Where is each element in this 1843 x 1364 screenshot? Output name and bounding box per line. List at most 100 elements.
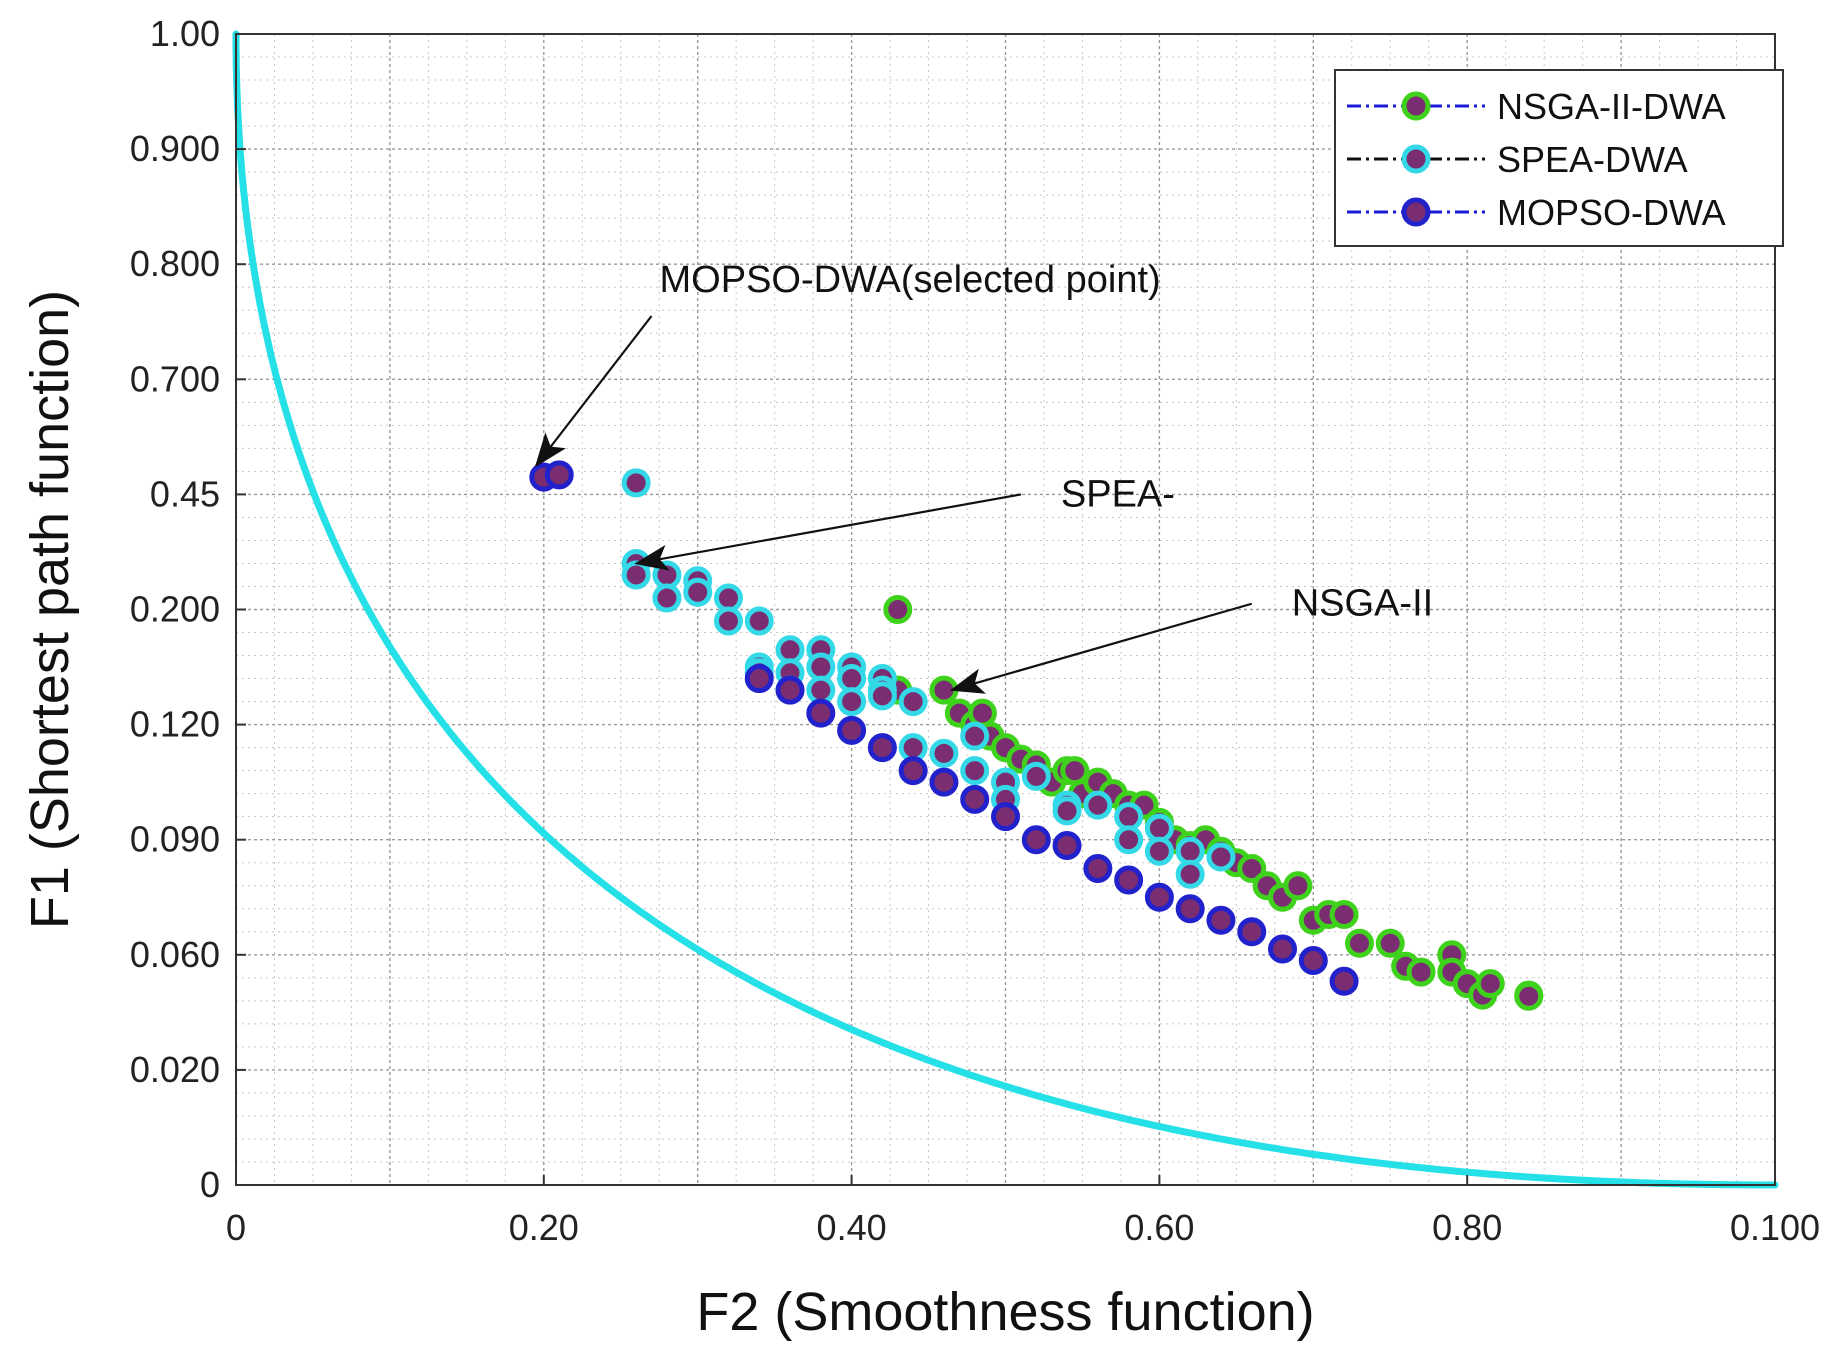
x-tick-label: 0.60 bbox=[1124, 1207, 1194, 1248]
legend-entry-nsga-ii-dwa: NSGA-II-DWA bbox=[1347, 86, 1726, 127]
spea-dwa-point bbox=[1144, 836, 1174, 866]
mopso-dwa-point bbox=[806, 698, 836, 728]
mopso-dwa-point bbox=[960, 784, 990, 814]
x-axis-ticks: 0 0.20 0.40 0.60 0.80 0.100 bbox=[226, 1175, 1820, 1248]
nsga-ii-dwa-point bbox=[883, 595, 913, 624]
pareto-reference-curve bbox=[232, 30, 1779, 1189]
legend-entry-mopso-dwa: MOPSO-DWA bbox=[1347, 192, 1726, 233]
pareto-front-dot bbox=[251, 268, 258, 275]
legend-label: MOPSO-DWA bbox=[1497, 192, 1726, 233]
legend-label: NSGA-II-DWA bbox=[1497, 86, 1726, 127]
y-tick-label: 0.090 bbox=[130, 819, 220, 860]
nsga-ii-dwa-point bbox=[1475, 969, 1505, 999]
pareto-front-dot bbox=[289, 428, 296, 435]
y-tick-label: 0.800 bbox=[130, 243, 220, 284]
annotation-label: MOPSO-DWA(selected point) bbox=[660, 259, 1161, 301]
nsga-ii-dwa-point bbox=[1283, 871, 1313, 901]
pareto-front-dot bbox=[265, 341, 272, 348]
mopso-dwa-point bbox=[867, 733, 897, 763]
nsga-ii-dwa-point bbox=[1406, 957, 1436, 987]
spea-dwa-point bbox=[652, 583, 682, 613]
pareto-front-dot bbox=[278, 394, 285, 401]
mopso-dwa-point bbox=[1298, 946, 1328, 976]
legend: NSGA-II-DWA SPEA-DWA MOPSO-DWA bbox=[1334, 69, 1784, 247]
pareto-front-dot bbox=[241, 192, 248, 199]
y-tick-label: 1.00 bbox=[150, 13, 220, 54]
nsga-ii-dwa-point bbox=[1237, 853, 1267, 883]
pareto-front-dot bbox=[239, 172, 246, 179]
mopso-dwa-point bbox=[1114, 865, 1144, 895]
annotation-label: SPEA- bbox=[1061, 473, 1175, 515]
mopso-dwa-point bbox=[744, 664, 774, 694]
pareto-front-dot bbox=[248, 249, 255, 256]
pareto-front-line bbox=[232, 30, 1779, 1189]
nsga-ii-dwa-point bbox=[1329, 900, 1359, 930]
mopso-dwa-point bbox=[929, 767, 959, 797]
pareto-front-dot bbox=[261, 323, 268, 330]
spea-dwa-point bbox=[775, 635, 805, 665]
spea-dwa-point bbox=[960, 756, 990, 786]
legend-label: SPEA-DWA bbox=[1497, 139, 1688, 180]
mopso-dwa-point bbox=[1206, 905, 1236, 935]
spea-dwa-point bbox=[806, 652, 836, 682]
mopso-dwa-point bbox=[544, 460, 574, 490]
pareto-front-dot bbox=[254, 286, 261, 293]
x-tick-label: 0.40 bbox=[817, 1207, 887, 1248]
annotation-arrow bbox=[634, 493, 1022, 571]
pareto-front-dot bbox=[245, 230, 252, 237]
spea-dwa-point bbox=[960, 721, 990, 751]
y-tick-label: 0.700 bbox=[130, 358, 220, 399]
y-tick-label: 0.020 bbox=[130, 1049, 220, 1090]
legend-marker-sample bbox=[1401, 144, 1431, 174]
x-tick-label: 0.100 bbox=[1730, 1207, 1820, 1248]
spea-dwa-point bbox=[1175, 859, 1205, 889]
mopso-dwa-point bbox=[1329, 966, 1359, 996]
spea-dwa-point bbox=[652, 560, 682, 590]
pareto-front-dot bbox=[243, 211, 250, 218]
mopso-dwa-point bbox=[1144, 882, 1174, 912]
y-tick-label: 0.200 bbox=[130, 589, 220, 630]
spea-dwa-series bbox=[621, 468, 1236, 889]
pareto-front-dot bbox=[283, 411, 290, 418]
spea-dwa-point bbox=[1175, 836, 1205, 866]
spea-dwa-point bbox=[621, 468, 651, 498]
annotation-arrow bbox=[949, 602, 1253, 694]
spea-dwa-point bbox=[806, 675, 836, 705]
mopso-dwa-series bbox=[529, 460, 1359, 996]
y-axis-title: F1 (Shortest path function) bbox=[20, 290, 80, 929]
nsga-ii-dwa-point bbox=[1375, 928, 1405, 958]
annotation-arrow bbox=[534, 315, 653, 468]
pareto-front-dot bbox=[236, 133, 243, 140]
x-tick-label: 0.80 bbox=[1432, 1207, 1502, 1248]
pareto-front-dot bbox=[274, 376, 281, 383]
y-tick-label: 0 bbox=[200, 1164, 220, 1205]
nsga-ii-dwa-point bbox=[1060, 756, 1090, 786]
mopso-dwa-point bbox=[1021, 825, 1051, 855]
spea-dwa-point bbox=[1021, 761, 1051, 791]
spea-dwa-point bbox=[621, 560, 651, 590]
spea-dwa-point bbox=[929, 738, 959, 768]
mopso-dwa-point bbox=[775, 675, 805, 705]
mopso-dwa-point bbox=[837, 715, 867, 745]
x-tick-label: 0 bbox=[226, 1207, 246, 1248]
y-tick-label: 0.45 bbox=[150, 473, 220, 514]
spea-dwa-point bbox=[1114, 802, 1144, 832]
spea-dwa-point bbox=[1206, 842, 1236, 872]
spea-dwa-point bbox=[713, 583, 743, 613]
nsga-ii-dwa-point bbox=[1344, 928, 1374, 958]
spea-dwa-point bbox=[744, 606, 774, 636]
spea-dwa-point bbox=[1144, 813, 1174, 843]
spea-dwa-point bbox=[898, 687, 928, 717]
annotations: MOPSO-DWA(selected point) SPEA- NSGA-II bbox=[534, 259, 1433, 694]
pareto-front-dot bbox=[269, 359, 276, 366]
scatter-points bbox=[529, 460, 1544, 1011]
y-tick-label: 0.120 bbox=[130, 704, 220, 745]
spea-dwa-point bbox=[1114, 825, 1144, 855]
legend-marker-sample bbox=[1401, 91, 1431, 121]
y-axis-ticks: 0 0.020 0.060 0.090 0.120 0.200 0.45 0.700 0.800… bbox=[130, 13, 246, 1205]
spea-dwa-point bbox=[1052, 796, 1082, 826]
spea-dwa-point bbox=[683, 577, 713, 607]
major-grid bbox=[236, 34, 1775, 1185]
mopso-dwa-point bbox=[1237, 917, 1267, 947]
mopso-dwa-point bbox=[991, 802, 1020, 832]
